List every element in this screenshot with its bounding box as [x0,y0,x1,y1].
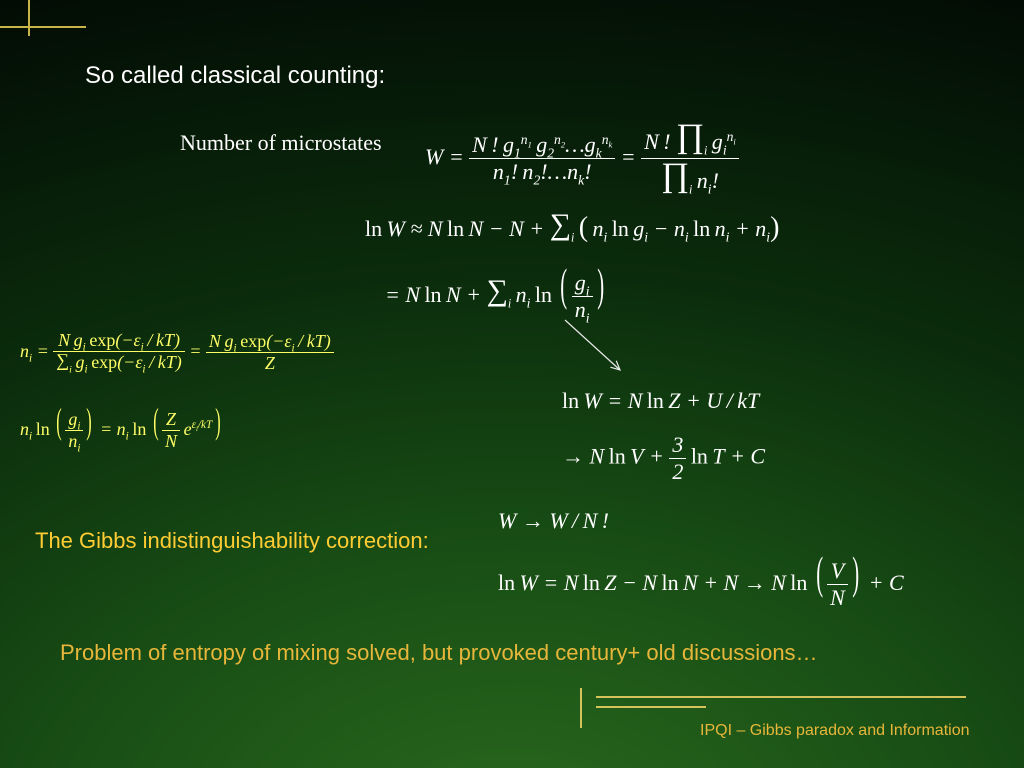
equation-lnW-Z: ln W = N ln Z + U / kT [562,388,759,414]
equation-lnW-line1: ln W ≈ N ln N − N + ∑i ( ni ln gi − ni l… [365,210,779,245]
slide: So called classical counting: Number of … [0,0,1024,768]
footer-text: IPQI – Gibbs paradox and Information [700,722,969,740]
equation-ni: ni = N gi exp(−εi / kT)∑i gi exp(−εi / k… [20,330,334,376]
gibbs-correction-label: The Gibbs indistinguishability correctio… [35,528,429,554]
problem-text: Problem of entropy of mixing solved, but… [60,640,818,666]
slide-title: So called classical counting: [85,62,385,90]
equation-NlnV: → N ln V + 32 ln T + C [562,432,765,485]
equation-ni-ln: ni ln (gini) = ni ln (ZN eεi/kT) [20,402,224,452]
equation-W: W = N ! g1n1 g2n2…gknkn1! n2!…nk! = N ! … [425,120,739,198]
equation-W-correction: W → W / N ! [498,508,609,534]
corner-rule [0,0,86,36]
equation-lnW-line2: = N ln N + ∑i ni ln (gini) [385,260,608,323]
equation-lnW-corrected: ln W = N ln Z − N ln N + N → N ln (VN) +… [498,548,904,611]
microstates-label: Number of microstates [180,130,382,156]
